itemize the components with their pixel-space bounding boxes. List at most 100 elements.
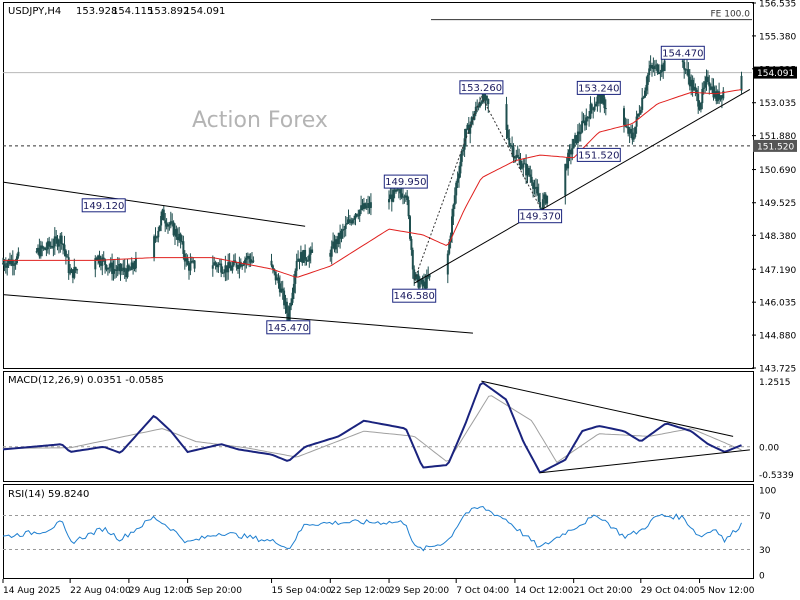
candle-body [59, 235, 62, 244]
candle-body [652, 67, 655, 69]
time-tick-label: 29 Aug 12:00 [129, 586, 190, 596]
ohlc-open: 153.928 [76, 6, 117, 17]
candle-body [35, 251, 38, 253]
candle-body [281, 288, 284, 291]
candle-body [11, 259, 14, 266]
candle-body [413, 269, 416, 280]
watermark: Action Forex [192, 108, 328, 133]
candle-body [16, 256, 18, 263]
candle-body [51, 245, 53, 248]
time-tick-label: 7 Oct 04:00 [456, 586, 509, 596]
rsi-tick-label: 70 [759, 512, 771, 522]
candle-body [485, 96, 488, 99]
candle-body [341, 229, 344, 231]
swing-label: 149.120 [83, 201, 124, 212]
candle-body [106, 267, 109, 270]
candle-body [539, 202, 542, 208]
candle-body [62, 244, 65, 245]
candle-body [483, 92, 486, 101]
candle-body [231, 265, 234, 271]
candle-body [530, 176, 533, 183]
candle-body [104, 259, 107, 265]
candle-body [428, 274, 431, 278]
symbol-label: USDJPY,H4 [8, 6, 61, 17]
candle-body [178, 233, 181, 241]
candle-body [7, 259, 10, 263]
candle-body [237, 267, 239, 269]
price-tick-label: 153.035 [759, 99, 796, 109]
candle-body [513, 157, 516, 159]
candle-body [368, 203, 371, 208]
candle-body [213, 262, 216, 266]
candle-body [568, 149, 571, 153]
macd-tick-label: 0.00 [759, 443, 779, 453]
candle-body [333, 241, 336, 250]
candle-body [423, 281, 425, 287]
rsi-tick-label: 0 [759, 572, 765, 582]
swing-label: 145.470 [268, 323, 309, 334]
candle-body [185, 258, 188, 262]
time-tick-label: 15 Sep 04:00 [272, 586, 332, 596]
candle-body [532, 182, 535, 189]
candle-body [655, 64, 658, 66]
candle-body [182, 241, 185, 254]
macd-signal-line [3, 395, 742, 464]
candle-body [101, 257, 104, 266]
rsi-label: RSI(14) 59.8240 [8, 489, 89, 500]
candle-body [466, 124, 469, 129]
candle-body [515, 154, 518, 159]
candle-body [44, 247, 46, 250]
candle-body [305, 259, 308, 261]
candle-body [291, 292, 294, 303]
ohlc-low: 153.892 [148, 6, 189, 17]
candle-body [645, 84, 648, 91]
candle-body [701, 89, 704, 104]
fe-level-label: FE 100.0 [711, 10, 751, 20]
candle-body [249, 259, 252, 263]
candle-body [45, 249, 48, 251]
candle-body [125, 271, 128, 278]
candle-body [512, 147, 515, 158]
candle-body [516, 154, 519, 157]
rsi-pane [3, 484, 754, 579]
candle-body [599, 92, 602, 104]
swing-label-box [81, 198, 126, 213]
candle-body [569, 149, 572, 155]
candle-body [162, 209, 165, 221]
moving-average-line [3, 89, 742, 278]
candle-body [527, 168, 530, 175]
swing-label: 146.580 [394, 291, 435, 302]
candle-body [193, 260, 196, 269]
candle-body [481, 92, 484, 103]
trendline [2, 181, 306, 227]
candle-body [537, 193, 540, 203]
candle-body [290, 302, 293, 307]
candle-body [579, 132, 582, 135]
support-level-badge: 151.520 [757, 142, 794, 152]
candle-body [533, 187, 536, 189]
candle-body [224, 265, 227, 273]
candle-body [53, 236, 56, 247]
candle-body [702, 87, 705, 89]
candle-body [306, 260, 309, 262]
candle-body [99, 263, 102, 266]
candle-body [245, 258, 248, 260]
candle-body [365, 205, 368, 209]
candle-body [463, 138, 466, 150]
candle-body [546, 195, 549, 204]
candle-body [63, 244, 66, 251]
candle-body [108, 267, 111, 269]
candle-body [402, 196, 404, 198]
candle-body [56, 238, 59, 247]
candle-body [73, 267, 76, 278]
candle-body [308, 254, 311, 261]
rsi-tick-label: 30 [759, 546, 771, 556]
candle-body [357, 215, 360, 217]
candle-body [392, 189, 395, 202]
candle-body [67, 257, 70, 273]
candle-body [48, 241, 51, 247]
candle-body [424, 281, 427, 289]
candle-body [239, 261, 242, 267]
candle-body [575, 135, 578, 143]
candle-body [64, 250, 67, 257]
